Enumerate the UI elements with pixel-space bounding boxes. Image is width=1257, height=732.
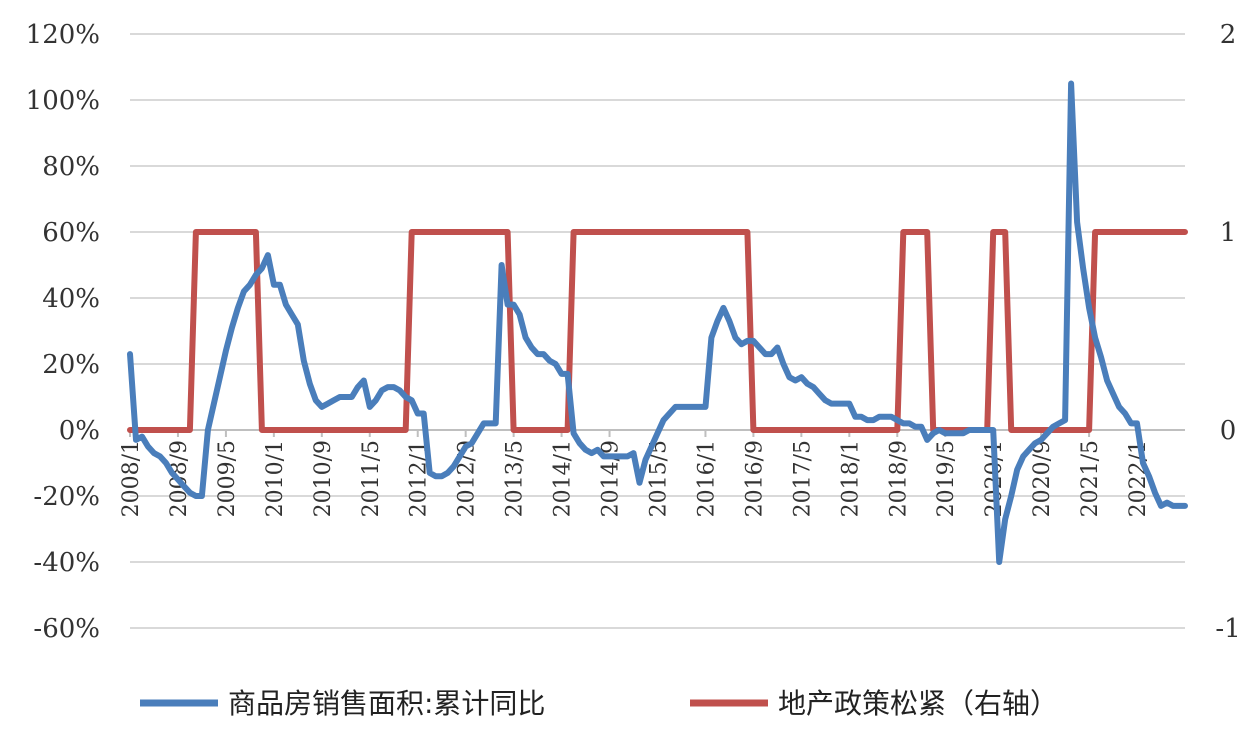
series-line-sales bbox=[127, 80, 1188, 565]
x-tick-label: 2021/5 bbox=[1078, 440, 1103, 517]
x-tick-label: 2016/9 bbox=[742, 440, 767, 517]
series-layer bbox=[127, 80, 1188, 565]
y-left-tick-label: -60% bbox=[33, 614, 100, 644]
y-right-tick-label: -1 bbox=[1215, 614, 1240, 644]
x-tick-label: 2017/5 bbox=[790, 440, 815, 517]
x-tick-label: 2012/9 bbox=[455, 440, 480, 517]
x-tick-label: 2010/9 bbox=[311, 440, 336, 517]
x-tick-label: 2016/1 bbox=[694, 440, 719, 517]
x-tick-label: 2018/1 bbox=[838, 440, 863, 517]
y-right-tick-label: 2 bbox=[1220, 20, 1237, 50]
y-axis-right: -1 0 1 2 bbox=[1215, 20, 1240, 644]
x-tick-label: 2014/1 bbox=[551, 440, 576, 517]
x-tick-label: 2011/5 bbox=[359, 440, 384, 517]
x-tick-label: 2019/5 bbox=[934, 440, 959, 517]
y-left-tick-label: -20% bbox=[33, 482, 100, 512]
y-left-tick-label: 80% bbox=[42, 152, 100, 182]
gridlines bbox=[130, 33, 1185, 629]
x-tick-label: 2020/9 bbox=[1030, 440, 1055, 517]
x-tick-label: 2013/5 bbox=[503, 440, 528, 517]
x-axis: 2008/1 2008/9 2009/5 2010/1 2010/9 2011/5 2012… bbox=[119, 429, 1185, 517]
x-tick-label: 2009/5 bbox=[215, 440, 240, 517]
x-tick-label: 2008/1 bbox=[119, 440, 144, 517]
y-left-tick-label: 60% bbox=[42, 218, 100, 248]
y-left-tick-label: 120% bbox=[26, 20, 100, 50]
y-left-tick-label: 100% bbox=[26, 86, 100, 116]
y-right-tick-label: 1 bbox=[1220, 218, 1237, 248]
x-tick-label: 2010/1 bbox=[263, 440, 288, 517]
legend-label-sales: 商品房销售面积:累计同比 bbox=[228, 687, 545, 720]
y-left-tick-label: -40% bbox=[33, 548, 100, 578]
y-left-tick-label: 20% bbox=[42, 350, 100, 380]
y-left-tick-label: 0% bbox=[59, 416, 100, 446]
y-right-tick-label: 0 bbox=[1220, 416, 1237, 446]
y-left-tick-label: 40% bbox=[42, 284, 100, 314]
x-tick-label: 2018/9 bbox=[886, 440, 911, 517]
legend-label-policy: 地产政策松紧（右轴） bbox=[778, 687, 1058, 720]
series-line-policy bbox=[127, 229, 1188, 433]
y-axis-left: -60% -40% -20% 0% 20% 40% 60% 80% 100% 120% bbox=[26, 20, 100, 644]
legend: 商品房销售面积:累计同比 地产政策松紧（右轴） bbox=[140, 687, 1058, 720]
